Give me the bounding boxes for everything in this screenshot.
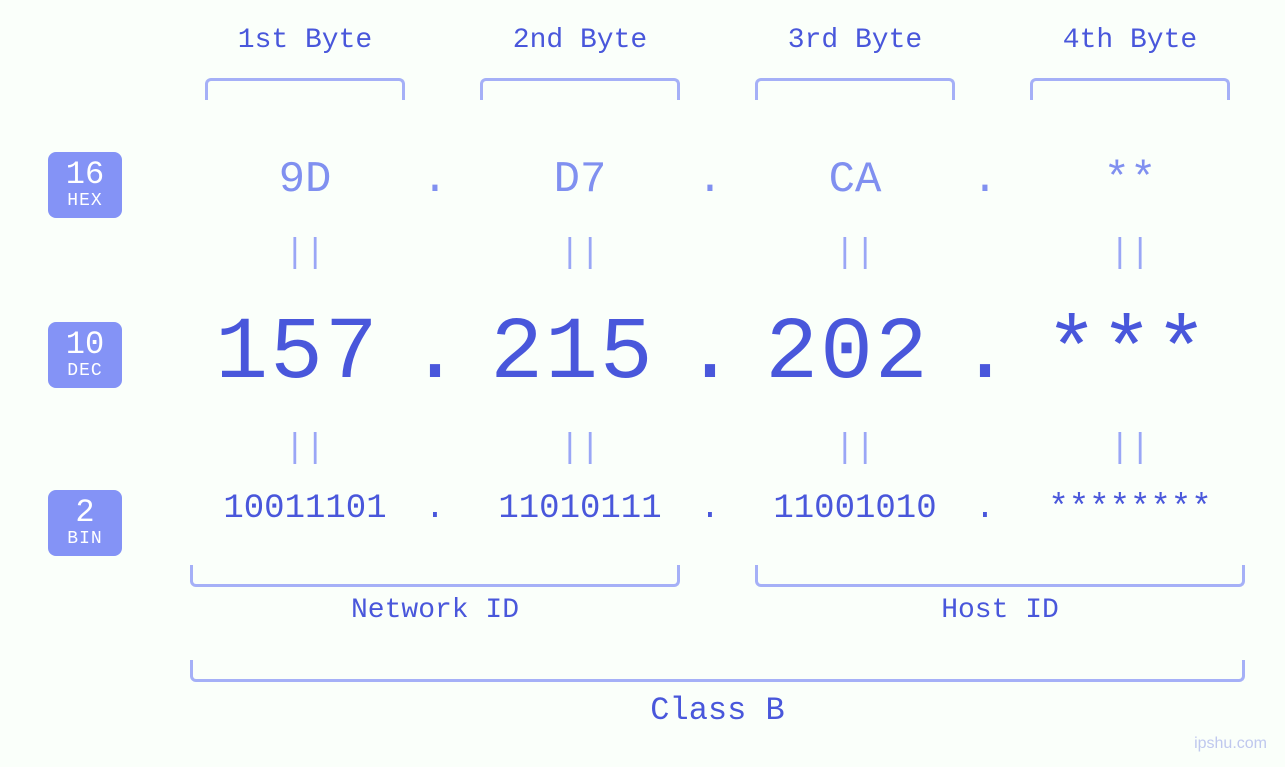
hex-byte-3: CA [735,155,975,205]
label-network-id: Network ID [190,595,680,626]
bracket-host-id [755,565,1245,587]
bin-byte-4: ******** [1010,490,1250,528]
dec-byte-3: 202 [720,305,975,404]
badge-hex: 16 HEX [48,152,122,218]
byte-header-1: 1st Byte [185,25,425,56]
byte-header-3: 3rd Byte [735,25,975,56]
badge-dec-base: 10 [48,328,122,362]
badge-dec: 10 DEC [48,322,122,388]
watermark: ipshu.com [1194,735,1267,753]
ip-bytes-diagram: 1st Byte 2nd Byte 3rd Byte 4th Byte 16 H… [0,0,1285,767]
hex-byte-4: ** [1010,155,1250,205]
bin-dot-2: . [680,490,740,528]
eq2-4: || [1010,430,1250,468]
bin-byte-3: 11001010 [735,490,975,528]
hex-byte-1: 9D [185,155,425,205]
eq1-4: || [1010,235,1250,273]
hex-dot-2: . [680,155,740,205]
eq2-1: || [185,430,425,468]
badge-hex-base: 16 [48,158,122,192]
bracket-network-id [190,565,680,587]
bracket-top-3 [755,78,955,100]
label-host-id: Host ID [755,595,1245,626]
bin-dot-3: . [955,490,1015,528]
bin-byte-1: 10011101 [185,490,425,528]
dec-byte-1: 157 [170,305,425,404]
eq2-3: || [735,430,975,468]
bracket-top-4 [1030,78,1230,100]
byte-header-4: 4th Byte [1010,25,1250,56]
dec-byte-4: *** [1000,305,1255,404]
label-class: Class B [190,692,1245,729]
bracket-top-2 [480,78,680,100]
bin-byte-2: 11010111 [460,490,700,528]
badge-hex-label: HEX [48,192,122,211]
eq1-3: || [735,235,975,273]
dec-byte-2: 215 [445,305,700,404]
badge-bin: 2 BIN [48,490,122,556]
bracket-top-1 [205,78,405,100]
eq1-2: || [460,235,700,273]
hex-byte-2: D7 [460,155,700,205]
badge-bin-label: BIN [48,530,122,549]
hex-dot-3: . [955,155,1015,205]
badge-bin-base: 2 [48,496,122,530]
eq1-1: || [185,235,425,273]
badge-dec-label: DEC [48,362,122,381]
eq2-2: || [460,430,700,468]
byte-header-2: 2nd Byte [460,25,700,56]
hex-dot-1: . [405,155,465,205]
bracket-class [190,660,1245,682]
bin-dot-1: . [405,490,465,528]
